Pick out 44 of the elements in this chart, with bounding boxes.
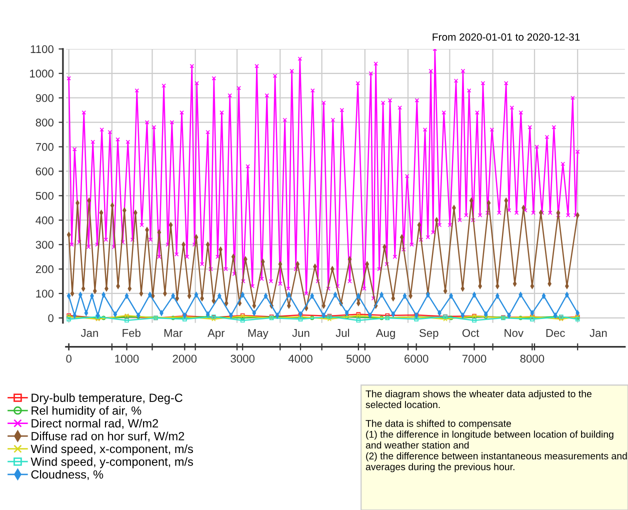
y-tick-label: 800 — [36, 118, 54, 126]
x2-tick-label: Aug — [376, 329, 395, 340]
chart-title: From 2020-01-01 to 2020-12-31 — [432, 33, 580, 41]
x2-tick-label: Apr — [208, 329, 225, 340]
x-tick-label: 8000 — [520, 354, 544, 363]
x2-tick-label: Feb — [122, 328, 140, 337]
legend-label: Direct normal rad, W/m2 — [32, 418, 158, 429]
legend-label: Dry-bulb temperature, Deg-C — [32, 393, 182, 404]
legend-label: Rel humidity of air, % — [32, 406, 142, 418]
y-tick-label: 500 — [36, 192, 54, 200]
x-tick-label: 0 — [66, 354, 72, 363]
x2-tick-label: Jul — [336, 328, 350, 337]
x-tick-label: 1000 — [115, 354, 139, 363]
legend-label: Wind speed, y-component, m/s — [30, 457, 193, 468]
x-tick-label: 2000 — [172, 354, 197, 363]
x-tick-label: 7000 — [462, 354, 486, 363]
y-tick-label: 1000 — [30, 70, 54, 78]
x-tick-label: 6000 — [404, 354, 428, 363]
y-tick-label: 1100 — [30, 45, 54, 54]
x2-tick-label: Dec — [546, 329, 565, 337]
x-tick-label: 5000 — [346, 354, 370, 363]
legend-label: Wind speed, x-component, m/s — [30, 444, 193, 456]
y-tick-label: 200 — [36, 265, 54, 274]
text: The diagram shows the wheater data adjusted to the selected location. — [366, 390, 592, 408]
x2-tick-label: Oct — [462, 329, 480, 337]
y-tick-label: 600 — [36, 167, 54, 176]
legend-label: Diffuse rad on hor surf, W/m2 — [32, 432, 184, 442]
y-tick-label: 0 — [48, 314, 54, 322]
y-tick-label: 900 — [36, 94, 54, 102]
x2-tick-label: Mar — [164, 329, 182, 337]
x2-tick-label: Jun — [292, 329, 310, 337]
y-tick-label: 400 — [36, 216, 54, 224]
x2-tick-label: Sep — [419, 329, 438, 340]
legend-label: Cloudness, % — [31, 470, 104, 480]
x2-tick-label: Jan — [590, 329, 607, 337]
text: The data is shifted to compensate (1) the difference in longitude between location of building and weather station and (2) the difference between instantaneous measurements and averages during the previous hour. — [366, 420, 627, 472]
x2-tick-label: Nov — [504, 329, 524, 337]
x-tick-label: 3000 — [230, 354, 255, 363]
y-tick-label: 100 — [36, 290, 54, 298]
y-tick-label: 300 — [36, 240, 54, 249]
x2-tick-label: May — [248, 329, 268, 340]
x-tick-label: 4000 — [288, 354, 312, 363]
y-tick-label: 700 — [36, 143, 54, 151]
x2-tick-label: Jan — [80, 329, 98, 337]
